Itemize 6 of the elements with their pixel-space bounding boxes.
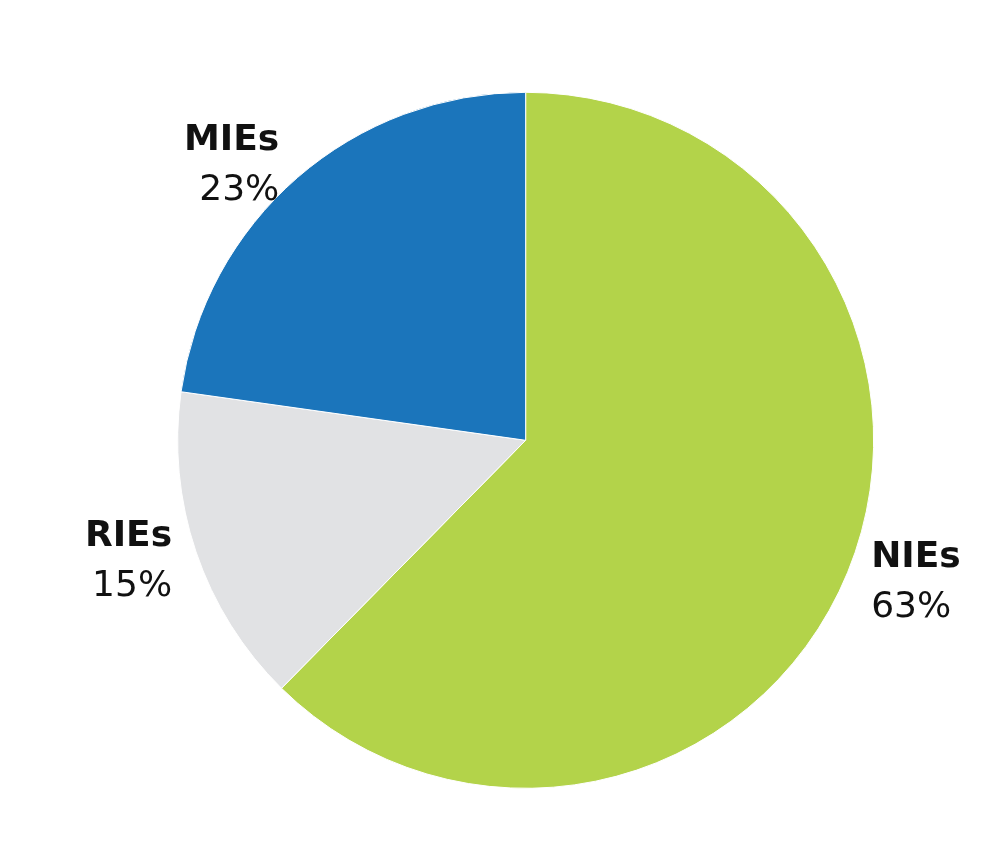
slice-label: RIEs — [84, 512, 173, 554]
data-label: 15% — [92, 562, 173, 604]
data-label: 23% — [199, 167, 280, 209]
slice-label: MIEs — [184, 117, 280, 159]
data-label: 63% — [871, 584, 952, 626]
slice-label: NIEs — [871, 534, 961, 576]
